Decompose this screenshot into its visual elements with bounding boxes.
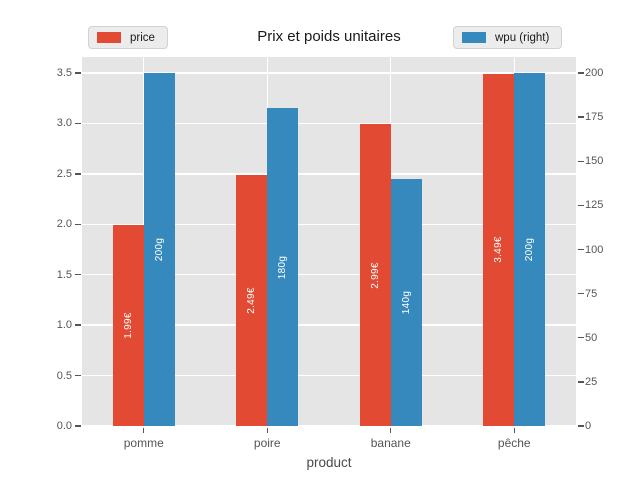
bar-price-pomme: 1.99€ [112, 225, 144, 426]
bar-value-label: 2.49€ [246, 287, 258, 314]
x-tick-mark [143, 428, 145, 433]
plot-area: 1.99€ 2.49€ 2.99€ 3.49€ 200g 180g 140g 200g [82, 57, 576, 426]
bar-value-label: 140g [400, 290, 412, 315]
y-right-tick-mark [578, 292, 584, 295]
gridline-horizontal [82, 122, 576, 125]
y-left-tick-label: 3.5 [56, 67, 72, 79]
bar-wpu-pomme: 200g [143, 73, 175, 426]
y-left-tick-mark [75, 122, 81, 125]
y-left-tick-label: 0.0 [56, 420, 72, 432]
y-right-tick-mark [578, 381, 584, 383]
y-left-tick-mark [75, 173, 81, 175]
y-left-tick-label: 1.0 [56, 319, 72, 332]
x-tick-label-poire: poire [253, 436, 281, 450]
bar-value-label: 200g [524, 237, 536, 262]
y-right-tick-label: 75 [585, 287, 598, 300]
gridline-horizontal [82, 223, 576, 225]
bar-value-label: 1.99€ [122, 312, 134, 339]
y-right-tick-label: 175 [585, 111, 604, 124]
y-left-tick-label: 3.0 [56, 117, 72, 130]
x-tick-label-pêche: pêche [497, 436, 531, 450]
y-left-tick-label: 0.5 [56, 369, 72, 382]
bar-price-pêche: 3.49€ [483, 74, 515, 426]
y-left-tick-label: 2.0 [56, 218, 72, 231]
y-left-tick-label: 1.5 [56, 268, 72, 281]
y-right-tick-mark [578, 248, 584, 251]
gridline-horizontal [82, 324, 576, 326]
gridline-horizontal [82, 374, 576, 377]
chart-title: Prix et poids unitaires [257, 28, 401, 45]
legend-wpu-swatch [462, 32, 486, 43]
y-right-tick-mark [578, 160, 584, 162]
bar-wpu-banane: 140g [390, 178, 422, 426]
x-tick-mark [266, 428, 268, 433]
y-right-tick-label: 200 [585, 67, 604, 79]
gridline-horizontal [82, 72, 576, 74]
y-right-tick-mark [578, 337, 584, 339]
y-right-tick-label: 25 [585, 375, 598, 388]
x-tick-label-banane: banane [370, 436, 411, 450]
y-left-tick-mark [75, 223, 81, 225]
y-right-tick-label: 100 [585, 243, 604, 256]
y-left-tick-label: 2.5 [56, 167, 72, 180]
gridline-horizontal [82, 173, 576, 175]
y-right-tick-label: 0 [585, 420, 592, 432]
y-right-tick-label: 150 [585, 155, 604, 168]
y-left-tick-mark [75, 425, 81, 427]
bar-value-label: 180g [277, 255, 289, 279]
bar-wpu-pêche: 200g [514, 73, 546, 426]
legend-wpu: wpu (right) [453, 26, 563, 49]
bar-price-poire: 2.49€ [236, 174, 268, 426]
y-left-tick-mark [75, 324, 81, 326]
y-right-tick-mark [578, 116, 584, 118]
legend-price-label: price [130, 31, 155, 44]
bar-price-banane: 2.99€ [359, 124, 391, 426]
y-right-tick-label: 125 [585, 199, 604, 212]
x-tick-mark [513, 428, 515, 433]
legend-wpu-label: wpu (right) [495, 31, 550, 44]
gridline-horizontal [82, 425, 576, 426]
bar-value-label: 3.49€ [493, 236, 505, 264]
legend-price: price [88, 26, 168, 49]
y-left-tick-mark [75, 274, 81, 276]
legend-price-swatch [97, 32, 121, 43]
gridline-horizontal [82, 274, 576, 276]
y-left-tick-mark [75, 72, 81, 74]
x-axis-label: product [306, 455, 352, 470]
bar-value-label: 2.99€ [369, 261, 381, 289]
x-tick-mark [390, 428, 392, 433]
bar-wpu-poire: 180g [267, 108, 299, 426]
bar-value-label: 200g [153, 237, 165, 262]
x-tick-label-pomme: pomme [123, 436, 164, 450]
y-left-tick-mark [75, 374, 81, 377]
y-right-tick-mark [578, 204, 584, 207]
y-right-tick-label: 50 [585, 331, 598, 344]
y-right-tick-mark [578, 425, 584, 427]
y-right-tick-mark [578, 72, 584, 74]
